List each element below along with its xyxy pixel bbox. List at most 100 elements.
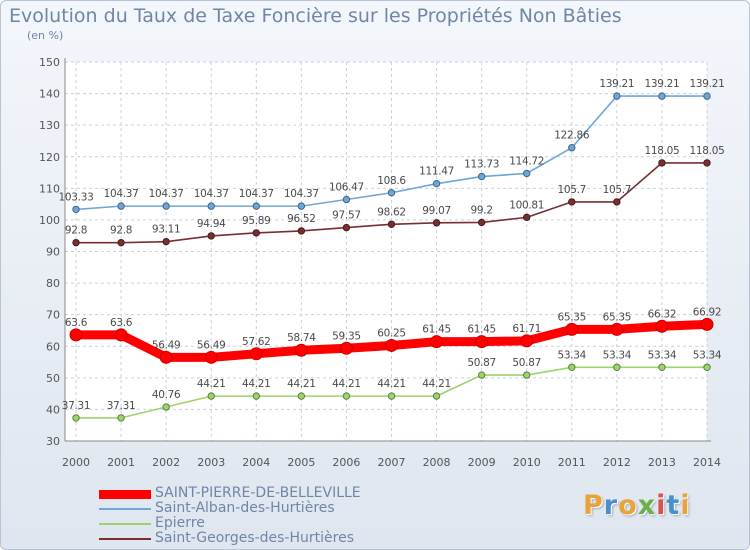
data-point: [703, 159, 711, 167]
data-label: 103.33: [59, 191, 94, 203]
data-point: [613, 198, 621, 206]
data-label: 95.89: [242, 215, 271, 227]
data-point: [252, 202, 260, 210]
data-point: [565, 322, 579, 336]
data-label: 44.21: [422, 378, 451, 390]
data-label: 61.45: [422, 324, 451, 336]
chart-title: Evolution du Taux de Taxe Foncière sur l…: [9, 5, 622, 27]
data-label: 57.62: [242, 336, 271, 348]
x-tick-label: 2011: [558, 456, 586, 469]
data-label: 37.31: [107, 400, 136, 412]
data-label: 94.94: [197, 218, 226, 230]
data-point: [207, 232, 215, 240]
logo-letter: x: [637, 490, 657, 521]
data-point: [703, 363, 711, 371]
data-label: 40.76: [152, 389, 181, 401]
x-tick-label: 2000: [62, 456, 90, 469]
data-label: 104.37: [104, 188, 139, 200]
data-label: 118.05: [644, 145, 679, 157]
y-tick-label: 150: [39, 56, 60, 69]
data-label: 53.34: [648, 349, 677, 361]
data-label: 100.81: [509, 199, 544, 211]
data-label: 104.37: [194, 188, 229, 200]
data-point: [477, 218, 486, 227]
y-tick-label: 100: [39, 214, 60, 227]
data-label: 63.6: [110, 317, 133, 329]
data-point: [477, 371, 486, 379]
data-point: [207, 202, 215, 210]
x-tick-label: 2002: [152, 456, 180, 469]
legend-label: SAINT-PIERRE-DE-BELLEVILLE: [155, 485, 361, 501]
data-point: [207, 392, 215, 400]
data-point: [658, 159, 666, 167]
data-label: 106.47: [329, 181, 364, 193]
data-point: [658, 363, 666, 371]
y-tick-label: 140: [39, 88, 60, 101]
data-point: [342, 223, 351, 232]
data-point: [117, 238, 125, 247]
data-point: [432, 179, 441, 188]
data-point: [610, 322, 624, 336]
data-point: [523, 213, 531, 222]
data-point: [523, 371, 531, 379]
x-tick-label: 2005: [287, 456, 315, 469]
data-label: 44.21: [242, 378, 271, 390]
data-label: 104.37: [149, 188, 184, 200]
data-label: 96.52: [287, 213, 316, 225]
data-point: [387, 392, 396, 400]
data-label: 53.34: [693, 349, 722, 361]
data-point: [520, 334, 534, 348]
data-point: [430, 335, 444, 349]
data-label: 97.57: [332, 210, 361, 222]
x-tick-label: 2010: [513, 456, 541, 469]
data-label: 99.2: [471, 204, 493, 216]
data-label: 58.74: [287, 332, 316, 344]
data-point: [72, 238, 80, 247]
data-label: 65.35: [558, 311, 587, 323]
x-tick-label: 2001: [107, 456, 135, 469]
data-label: 44.21: [197, 378, 226, 390]
legend-swatch: [99, 523, 151, 525]
data-point: [432, 392, 441, 400]
data-label: 108.6: [377, 175, 406, 187]
data-point: [117, 414, 125, 422]
logo-letter: t: [666, 490, 681, 521]
data-label: 44.21: [287, 378, 316, 390]
x-tick-label: 2012: [603, 456, 631, 469]
y-tick-label: 120: [39, 151, 60, 164]
data-point: [385, 338, 398, 352]
legend-swatch: [99, 538, 151, 540]
x-tick-label: 2004: [242, 456, 270, 469]
data-label: 63.6: [65, 317, 88, 329]
data-point: [72, 205, 80, 214]
data-point: [613, 363, 621, 371]
data-point: [700, 317, 714, 331]
data-point: [477, 172, 486, 181]
data-point: [339, 341, 353, 355]
data-label: 60.25: [377, 327, 406, 339]
data-label: 50.87: [467, 357, 496, 369]
data-label: 59.35: [332, 330, 361, 342]
data-label: 44.21: [377, 378, 406, 390]
axes: 30 40 50 60 70 80 90 100 110 120 130 140 150 2000 2001…: [39, 56, 721, 469]
y-tick-label: 130: [39, 119, 60, 132]
data-point: [297, 227, 306, 235]
data-label: 66.32: [648, 308, 677, 320]
data-label: 114.72: [509, 155, 544, 167]
data-point: [249, 347, 263, 361]
logo-letter: P: [583, 490, 604, 521]
data-point: [252, 392, 260, 400]
data-point: [432, 219, 441, 227]
data-label: 50.87: [512, 357, 541, 369]
x-tick-label: 2014: [693, 456, 721, 469]
legend-label: Saint-Alban-des-Hurtières: [155, 500, 335, 516]
data-label: 93.11: [152, 224, 181, 236]
data-label: 53.34: [558, 349, 587, 361]
x-tick-label: 2003: [197, 456, 225, 469]
data-point: [475, 335, 489, 349]
x-tick-label: 2009: [468, 456, 496, 469]
data-label: 61.71: [512, 323, 541, 335]
data-label: 105.7: [558, 184, 587, 196]
